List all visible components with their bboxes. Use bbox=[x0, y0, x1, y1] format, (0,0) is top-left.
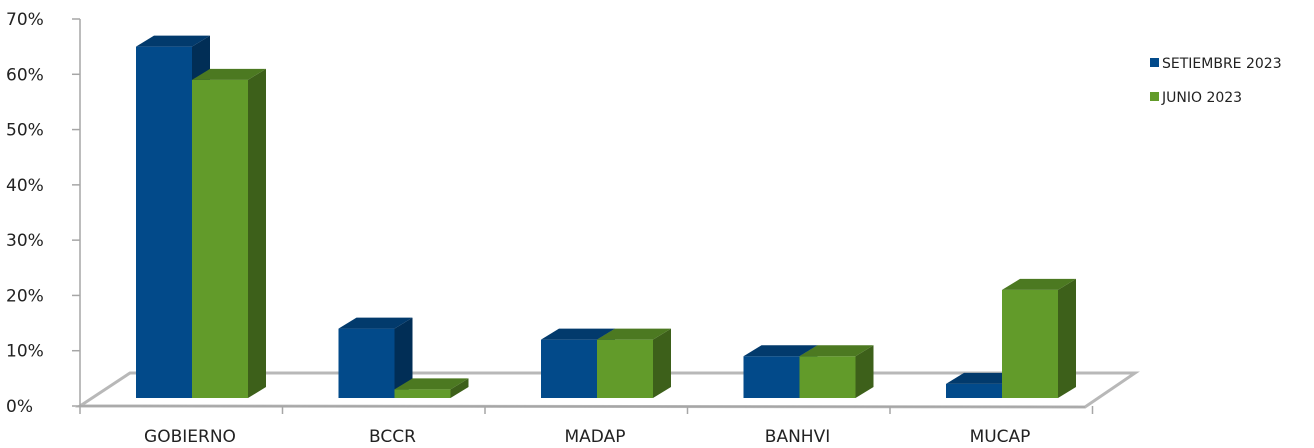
y-tick-label: 20% bbox=[6, 286, 44, 306]
x-category-label: GOBIERNO bbox=[144, 427, 236, 447]
legend: SETIEMBRE 2023 JUNIO 2023 bbox=[1150, 56, 1282, 106]
axes bbox=[72, 18, 1094, 414]
bar bbox=[338, 317, 413, 398]
labels: 0% 10% 20% 30% 40% 50% 60% 70% GOBIERNO BCCR MADAP… bbox=[6, 10, 1030, 447]
legend-swatch bbox=[1150, 58, 1159, 67]
bar bbox=[192, 68, 266, 399]
x-category-label: MADAP bbox=[565, 427, 626, 447]
legend-swatch bbox=[1150, 92, 1159, 101]
legend-entry-label: SETIEMBRE 2023 bbox=[1162, 56, 1282, 72]
x-category-label: BANHVI bbox=[765, 427, 830, 447]
y-tick-label: 0% bbox=[6, 397, 33, 417]
y-tick-label: 60% bbox=[6, 65, 44, 85]
bar bbox=[597, 328, 671, 398]
legend-entry-label: JUNIO 2023 bbox=[1161, 90, 1242, 106]
bars bbox=[136, 35, 1076, 399]
bar bbox=[799, 345, 874, 398]
x-axis-line bbox=[79, 405, 1086, 408]
x-category-label: MUCAP bbox=[970, 427, 1031, 447]
bar bbox=[1002, 278, 1076, 398]
bar bbox=[394, 378, 469, 398]
y-tick-label: 40% bbox=[6, 176, 44, 196]
y-tick-label: 70% bbox=[6, 10, 44, 30]
y-tick-label: 50% bbox=[6, 121, 44, 141]
y-tick-label: 30% bbox=[6, 231, 44, 251]
x-category-label: BCCR bbox=[369, 427, 416, 447]
y-tick-label: 10% bbox=[6, 342, 44, 362]
